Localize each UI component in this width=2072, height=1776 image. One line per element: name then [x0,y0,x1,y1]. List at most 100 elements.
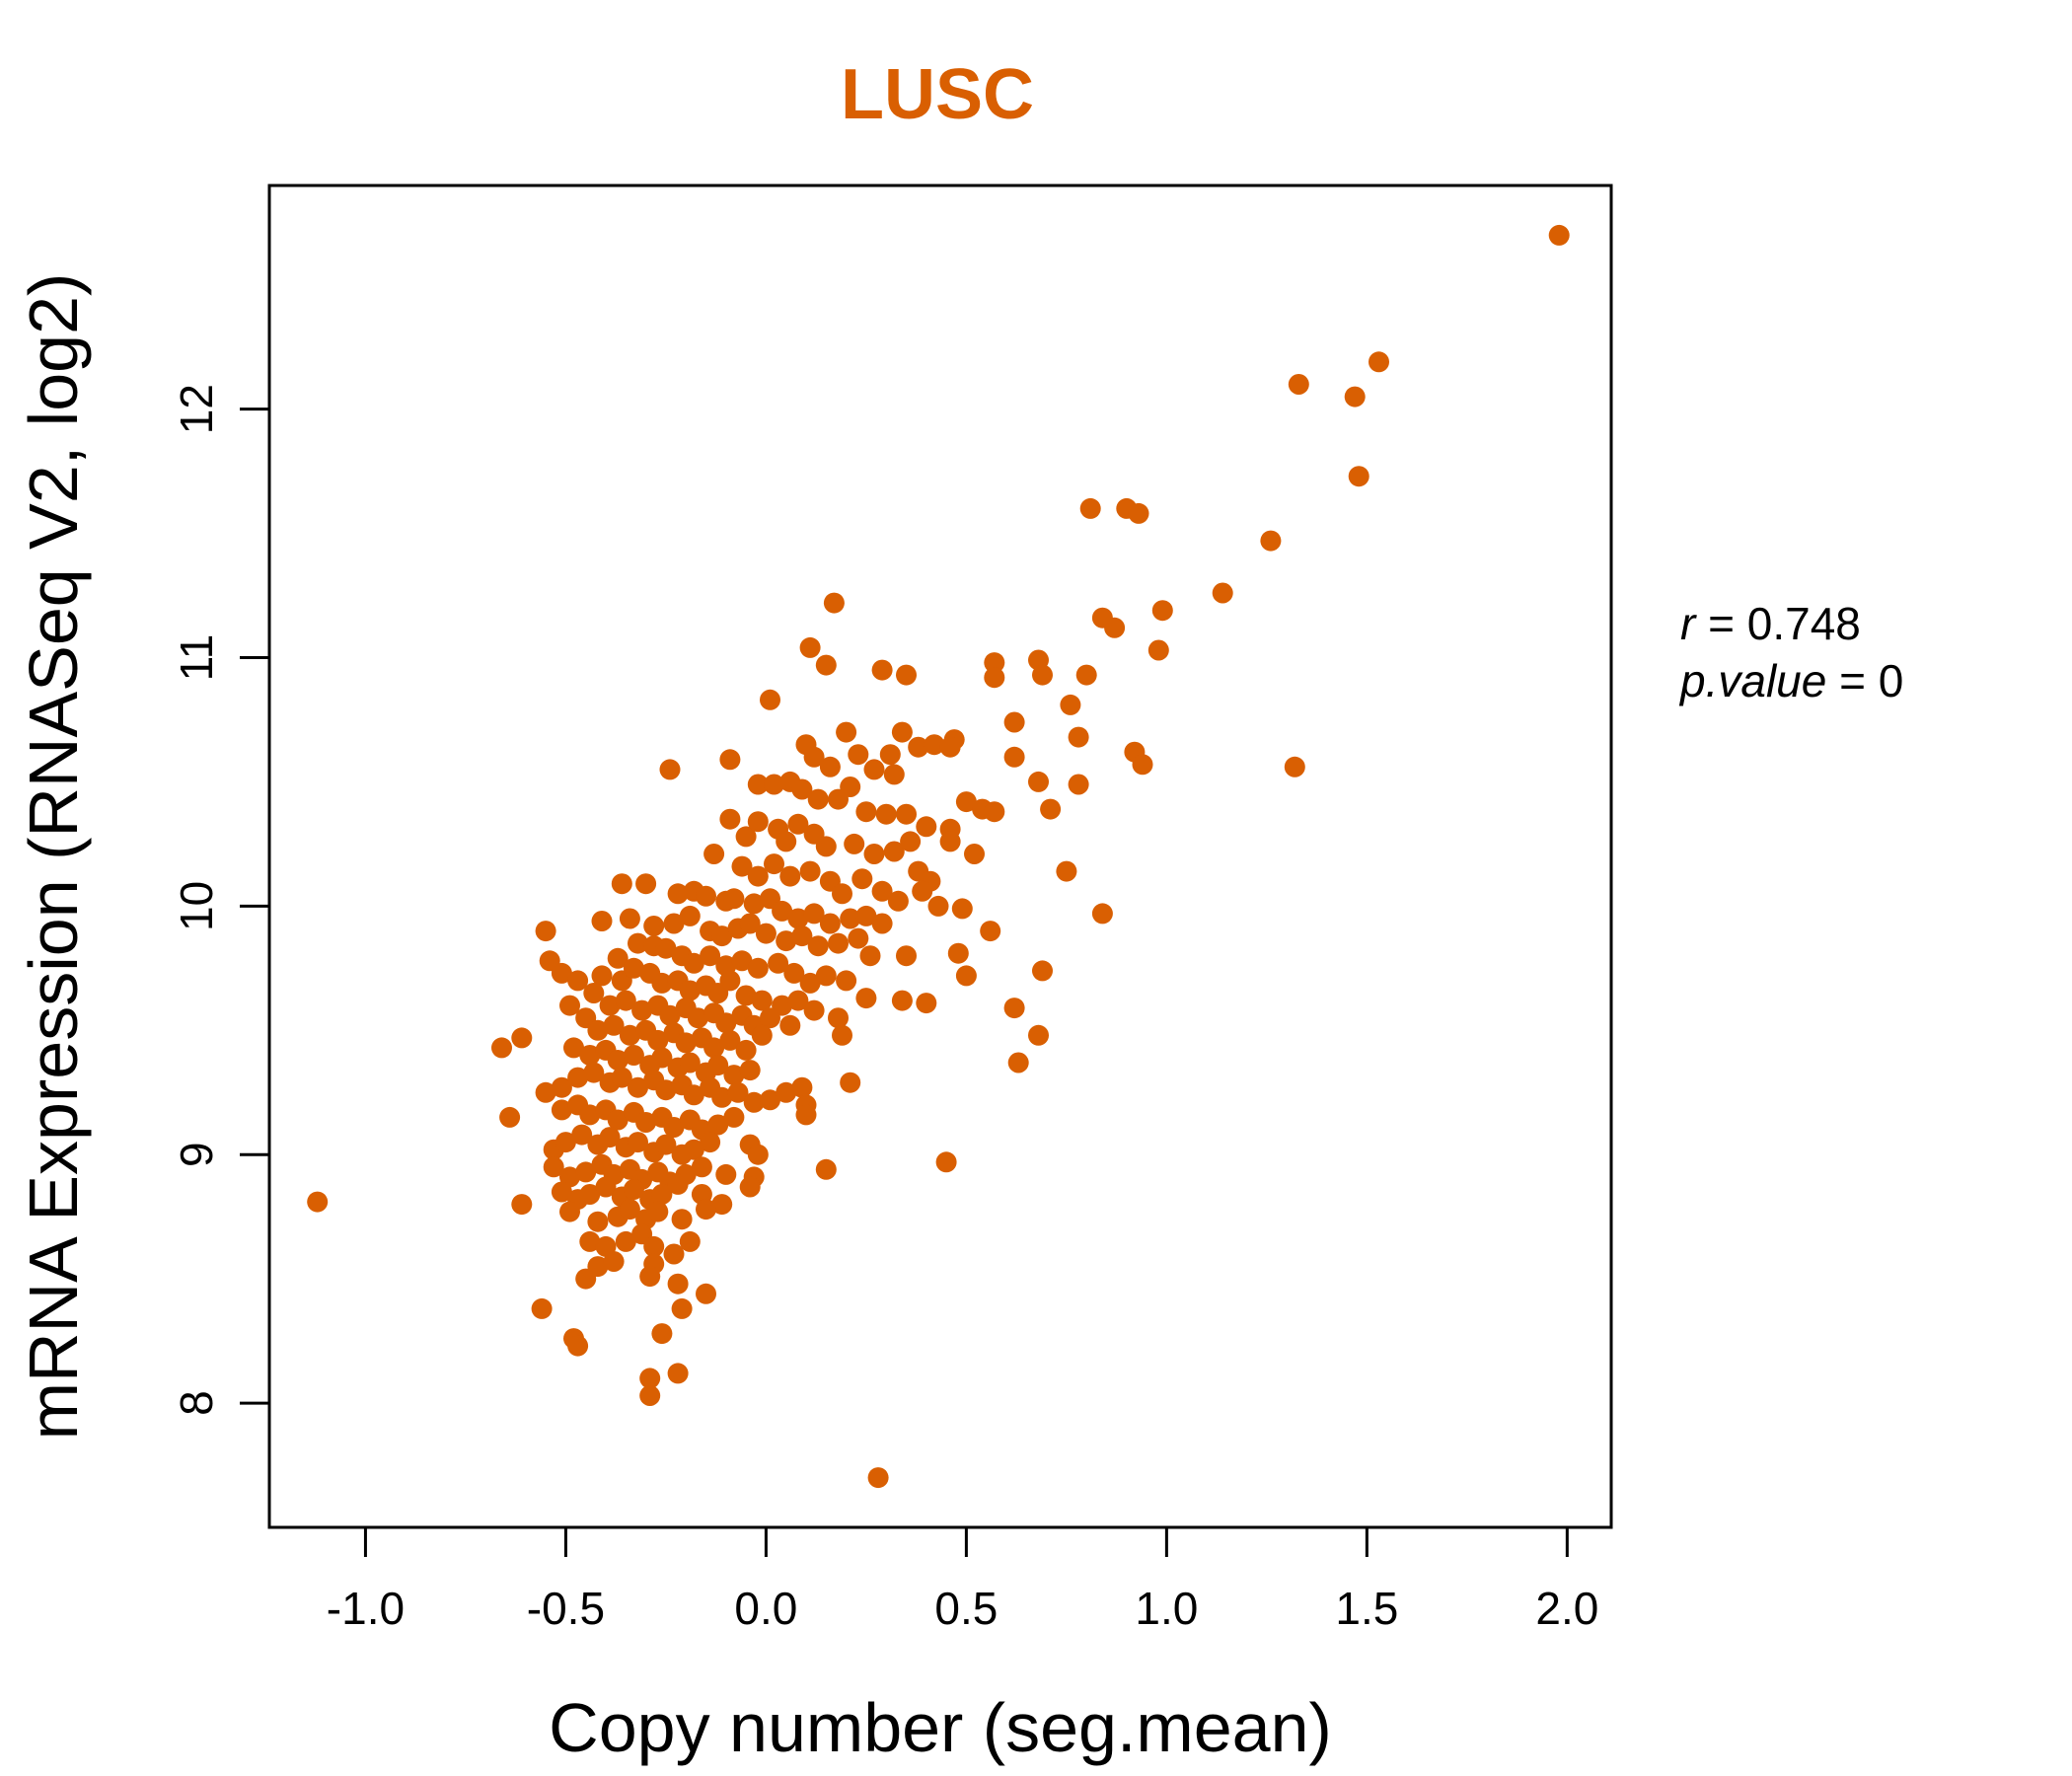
data-point [1028,771,1049,792]
data-point [836,970,857,992]
data-point [883,841,905,862]
data-point [819,756,841,777]
data-point [1284,756,1305,777]
data-point [679,1230,701,1252]
data-point [723,888,745,910]
data-point [628,1076,648,1098]
data-point [491,1037,512,1059]
data-point [760,689,780,710]
data-point [984,652,1005,674]
data-point [1128,502,1149,524]
data-point [984,667,1005,689]
data-point [591,965,613,987]
x-tick-label: 0.0 [734,1583,797,1634]
data-point [955,965,977,987]
data-point [871,913,893,934]
data-point [719,749,741,771]
data-point [764,853,784,875]
y-tick-label: 10 [171,881,222,931]
data-point [863,759,885,780]
data-point [760,1007,780,1029]
data-point [655,1079,677,1101]
data-point [787,813,809,835]
data-point [1003,711,1025,733]
data-point [916,816,937,838]
data-point [803,746,825,768]
data-point [639,1266,661,1288]
data-point [651,1184,673,1205]
points-layer [307,224,1570,1489]
data-point [908,736,929,758]
data-point [703,844,725,864]
data-point [663,1243,685,1265]
data-point [535,1081,556,1103]
data-point [1079,497,1101,519]
data-point [747,774,769,795]
data-point [531,1297,553,1319]
data-point [739,1060,761,1081]
data-point [671,1209,693,1230]
data-point [1060,694,1081,715]
data-point [635,873,657,895]
data-point [859,945,881,967]
data-point [795,1104,817,1126]
data-point [747,865,769,887]
data-point [607,1109,629,1131]
data-point [659,759,681,780]
data-point [683,1084,704,1106]
data-point [828,1007,849,1029]
data-point [815,1158,837,1180]
y-tick-label: 8 [171,1390,222,1416]
data-point [1132,754,1153,776]
data-point [776,831,797,852]
data-point [567,1067,589,1088]
data-point [1369,351,1389,373]
data-point [611,873,632,895]
data-point [1288,374,1309,395]
data-point [599,1127,621,1148]
data-point [815,965,837,987]
data-point [707,1114,729,1136]
data-point [691,1156,712,1178]
data-point [819,913,841,934]
data-point [679,980,701,1001]
data-point [511,1027,533,1049]
data-point [735,985,757,1006]
data-point [619,908,640,929]
data-point [591,911,613,931]
data-point [791,925,813,947]
data-point [499,1106,521,1128]
data-point [651,1323,673,1345]
data-point [875,803,897,825]
data-point [559,1201,580,1222]
data-point [1151,600,1173,622]
data-point [1344,386,1366,407]
data-point [579,1230,601,1252]
data-point [511,1194,533,1216]
p-value: 0 [1879,655,1904,706]
data-point [964,844,985,864]
data-point [631,999,653,1021]
data-point [815,836,837,857]
data-point [551,962,572,984]
data-point [776,930,797,952]
data-point [787,990,809,1011]
data-point [1260,530,1282,552]
data-point [807,935,829,957]
data-point [615,990,636,1011]
data-point [675,1032,697,1054]
data-point [647,1201,669,1222]
data-point [927,895,949,917]
x-tick-label: 1.5 [1335,1583,1398,1634]
data-point [755,923,777,944]
data-point [900,831,922,852]
data-point [887,890,909,912]
data-point [700,1132,721,1153]
data-point [891,721,913,743]
data-point [935,1151,957,1173]
data-point [663,1117,685,1138]
data-point [871,880,893,902]
data-point [863,844,885,864]
data-point [696,1199,716,1221]
